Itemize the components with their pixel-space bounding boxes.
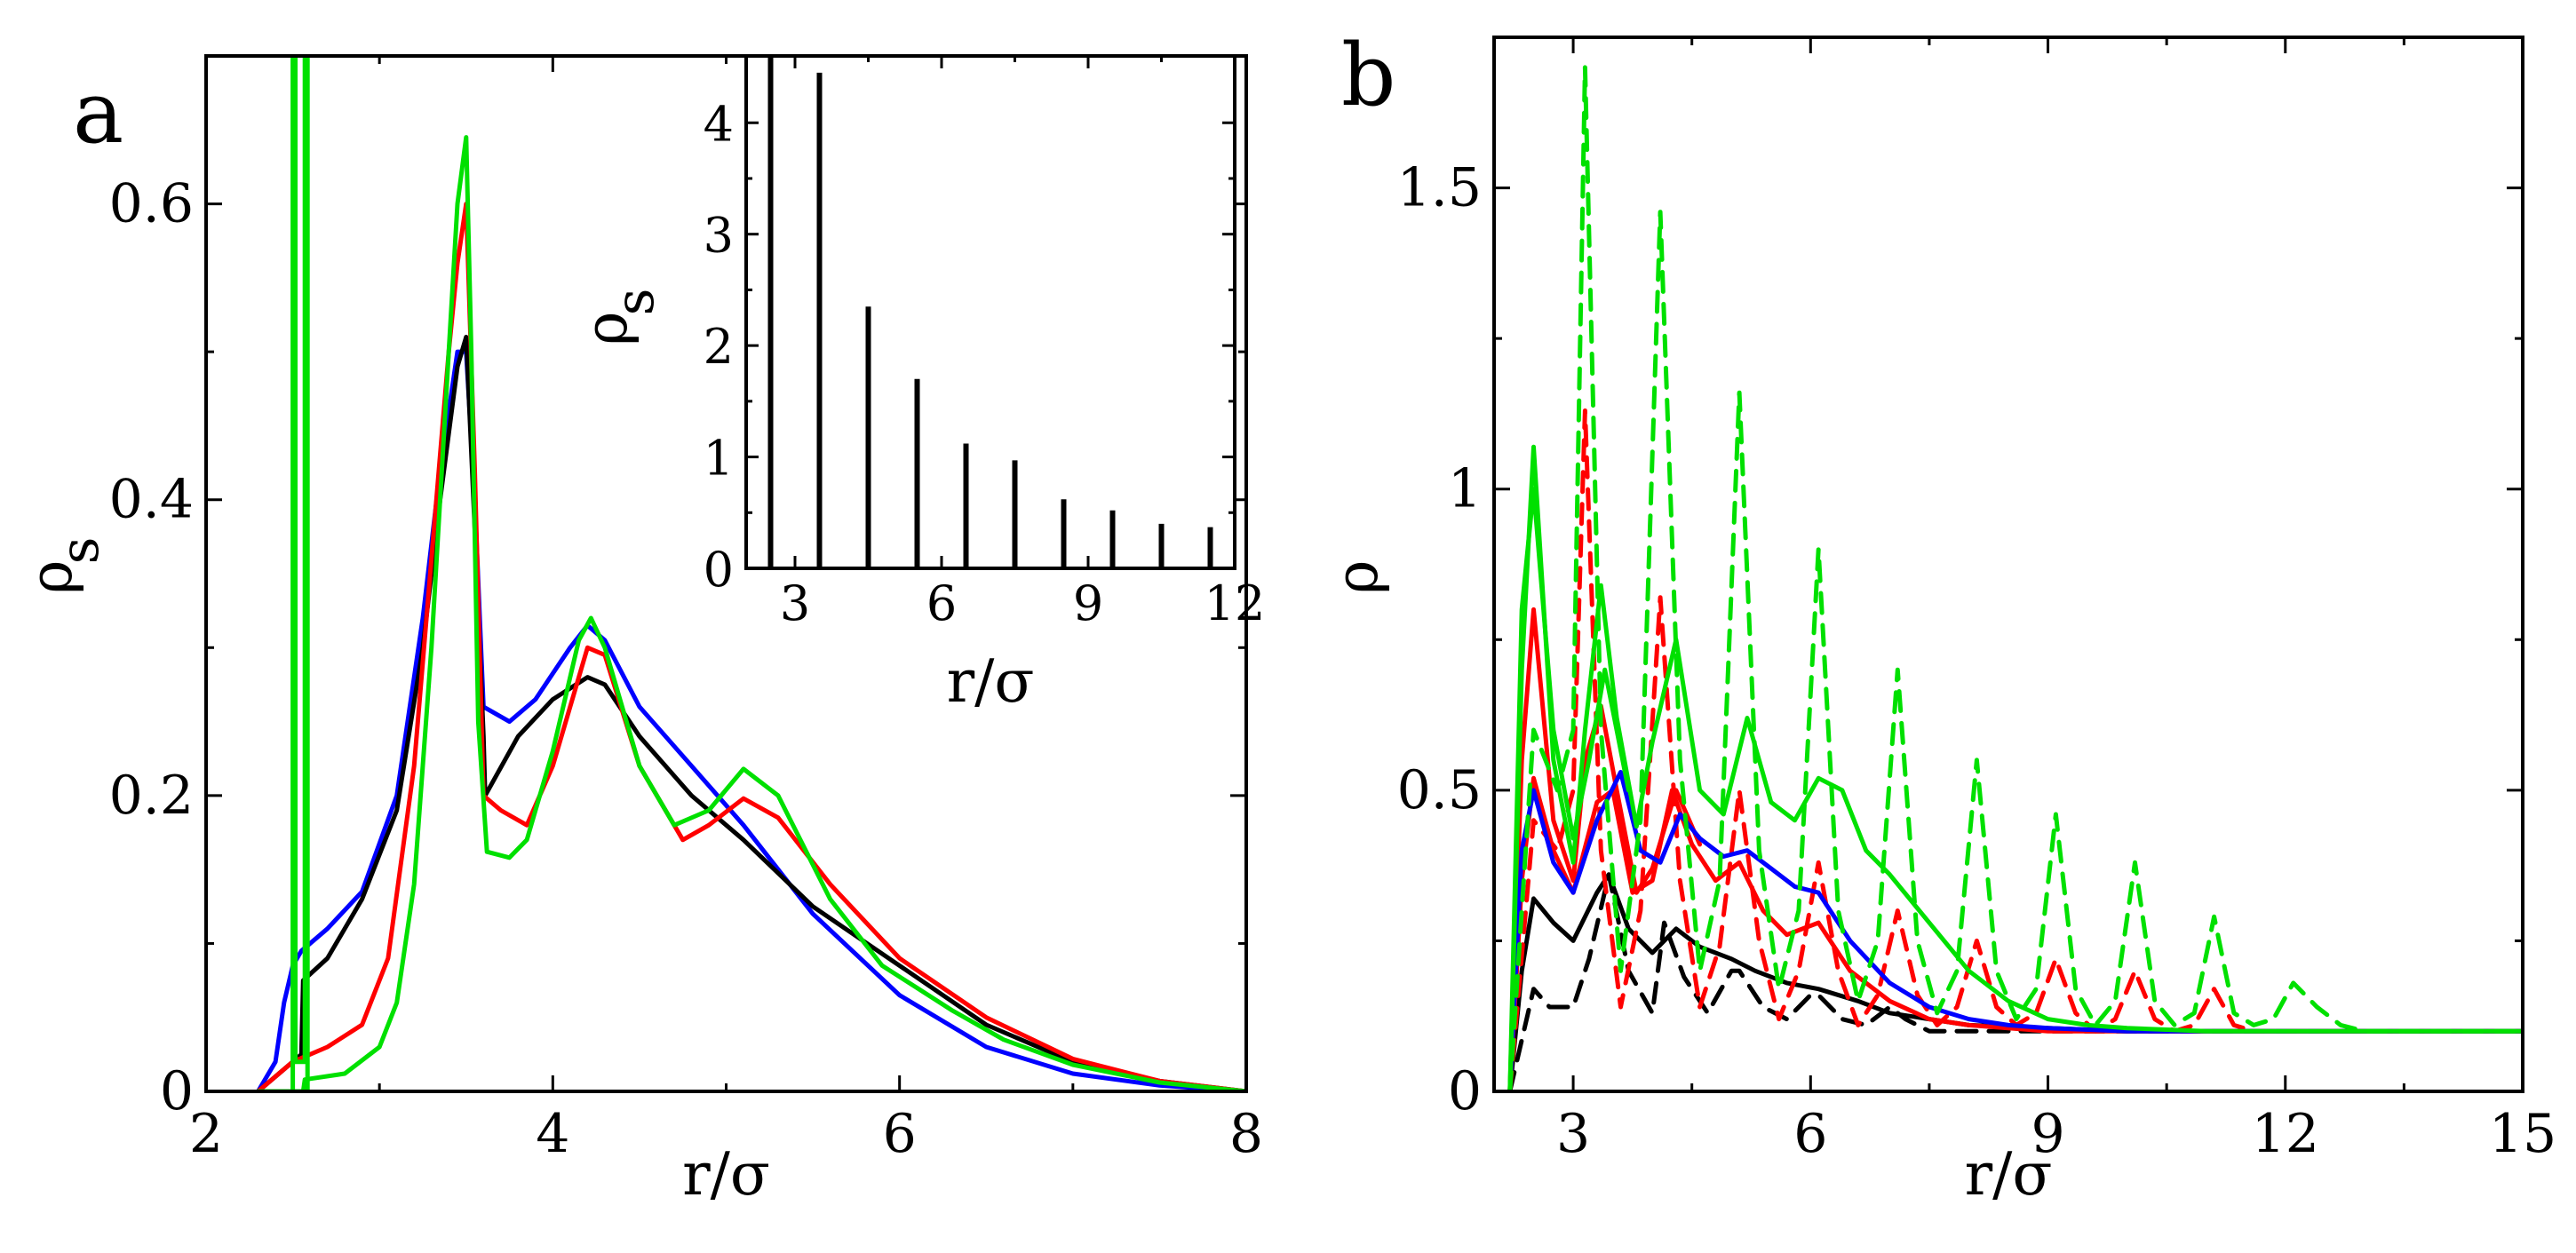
series-line-blue — [256, 349, 1246, 1091]
y-tick-label: 2 — [704, 319, 734, 375]
y-tick-label: 4 — [704, 96, 734, 152]
y-tick-label: 0 — [704, 542, 734, 598]
series-line-green-spike — [290, 56, 310, 1091]
x-axis-label: r/σ — [1965, 1140, 2053, 1209]
y-axis-label-subscript: s — [604, 289, 666, 316]
series-line-red-dashed — [1507, 408, 2523, 1091]
panel-a: 2 4 6 800.20.40.6r/σρs — [17, 54, 1263, 1209]
x-axis-label: r/σ — [947, 647, 1035, 716]
plot-frame-a — [204, 54, 1248, 1093]
series-line-black-solid — [1507, 872, 2523, 1091]
series-group — [1507, 65, 2523, 1091]
series-line-red — [256, 202, 1246, 1091]
series-group — [256, 56, 1246, 1091]
y-axis-label-subscript: s — [49, 537, 111, 565]
x-tick-label: 4 — [536, 1103, 569, 1165]
panel-b: 3 6 9 12 15 0 0.5 1 1.5 r/σ ρ — [1323, 36, 2556, 1209]
y-tick-label: 0.4 — [109, 469, 194, 531]
y-axis-label-group: ρs — [572, 289, 666, 346]
x-tick-label: 6 — [1793, 1103, 1827, 1165]
series-line-green-solid — [1507, 444, 2523, 1091]
y-axis-label-group: ρ — [1323, 560, 1391, 595]
y-axis-label-group: ρs — [17, 537, 111, 595]
plot-frame-b — [1492, 36, 2524, 1093]
y-axis-label: ρ — [17, 560, 85, 595]
y-tick-label: 1 — [704, 431, 734, 487]
x-tick-label: 12 — [1205, 575, 1266, 631]
x-tick-label: 6 — [926, 575, 957, 631]
y-tick-label: 0.5 — [1397, 759, 1482, 821]
x-tick-label: 3 — [780, 575, 810, 631]
x-tick-label: 6 — [883, 1103, 917, 1165]
y-tick-label: 1 — [1448, 458, 1482, 520]
x-axis-label: r/σ — [682, 1140, 770, 1209]
y-tick-label: 0.2 — [109, 765, 194, 827]
x-tick-label: 9 — [1073, 575, 1103, 631]
x-tick-label: 9 — [2031, 1103, 2064, 1165]
inset-background — [746, 56, 1235, 568]
y-axis-label: ρ — [572, 312, 640, 346]
y-tick-label: 3 — [704, 208, 734, 264]
x-tick-label: 3 — [1556, 1103, 1590, 1165]
y-tick-label: 1.5 — [1397, 157, 1482, 219]
y-tick-label: 0 — [160, 1060, 194, 1122]
series-line-green — [256, 135, 1246, 1091]
x-tick-label: 2 — [189, 1103, 223, 1165]
y-tick-label: 0.6 — [109, 173, 194, 235]
y-axis-label: ρ — [1323, 560, 1391, 595]
x-tick-label: 12 — [2252, 1103, 2319, 1165]
series-line-green-dashed — [1507, 65, 2523, 1091]
panel-letter-a: a — [73, 63, 123, 163]
y-tick-label: 0 — [1448, 1060, 1482, 1122]
panel-letter-b: b — [1341, 26, 1395, 125]
x-tick-label: 8 — [1229, 1103, 1263, 1165]
series-line-black-dashed — [1507, 872, 2523, 1091]
x-tick-label: 15 — [2489, 1103, 2556, 1165]
plot-frame-inset — [744, 54, 1236, 570]
series-line-green-solid-2 — [1507, 487, 1631, 1091]
